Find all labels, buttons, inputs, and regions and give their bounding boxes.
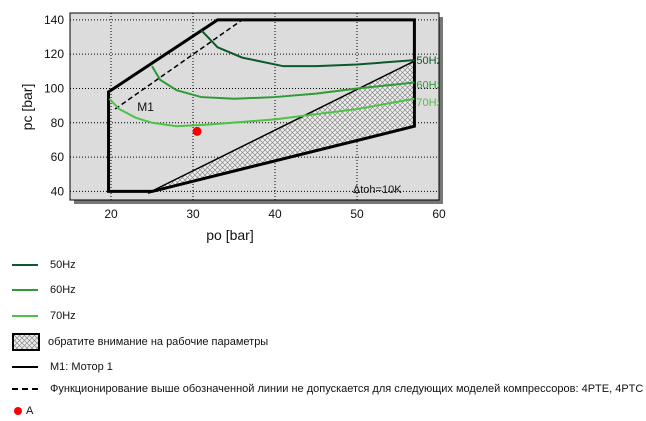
series-label: 60Hz <box>416 79 442 91</box>
legend-label: M1: Мотор 1 <box>50 361 113 373</box>
legend-item: M1: Мотор 1 <box>12 360 113 374</box>
legend-label: обратите внимание на рабочие параметры <box>48 336 269 348</box>
series-line-60Hz <box>151 65 415 100</box>
legend-label: A <box>26 405 34 417</box>
legend-item: Функционирование выше обозначенной линии… <box>12 382 643 396</box>
legend-label: Функционирование выше обозначенной линии… <box>50 383 644 395</box>
x-tick-label: 40 <box>268 207 282 221</box>
y-tick-label: 40 <box>51 184 65 198</box>
y-axis-label: pc [bar] <box>19 84 35 131</box>
envelope-m1 <box>107 18 416 193</box>
envelope-label: M1 <box>137 100 154 114</box>
legend-hatch-icon <box>12 333 40 351</box>
y-tick-label: 80 <box>51 116 65 130</box>
series-label: 70Hz <box>416 97 442 109</box>
legend-line-icon <box>12 366 38 368</box>
x-tick-label: 50 <box>350 207 364 221</box>
legend-item: 50Hz <box>12 258 76 272</box>
legend-label: 60Hz <box>50 284 76 296</box>
series-line-70Hz <box>108 97 415 128</box>
x-tick-label: 30 <box>186 207 200 221</box>
legend-dot-icon <box>14 407 22 415</box>
series-label: 50Hz <box>416 55 442 67</box>
legend-label: 50Hz <box>50 259 76 271</box>
y-tick-label: 100 <box>44 81 64 95</box>
series-line-50Hz <box>200 29 415 68</box>
legend-item: A <box>12 404 33 418</box>
legend-item: обратите внимание на рабочие параметры <box>12 333 269 351</box>
x-tick-label: 20 <box>104 207 118 221</box>
legend-line-icon <box>12 264 38 266</box>
y-tick-label: 60 <box>51 150 65 164</box>
point-a <box>192 126 202 136</box>
legend-line-icon <box>12 315 38 317</box>
y-tick-label: 120 <box>44 47 64 61</box>
legend-line-icon <box>12 289 38 291</box>
legend-item: 70Hz <box>12 309 76 323</box>
legend-line-icon <box>12 388 38 390</box>
dashed-limit-line <box>114 19 243 110</box>
legend-label: 70Hz <box>50 310 76 322</box>
y-tick-label: 140 <box>44 13 64 27</box>
legend-item: 60Hz <box>12 283 76 297</box>
annotation-dtoh: Δtoh=10K <box>353 184 402 196</box>
x-tick-label: 60 <box>432 207 446 221</box>
envelope-chart: 50Hz 60Hz 70Hz M1 Δtoh=10K 20 30 40 50 60 40 60 80 10… <box>19 12 446 243</box>
x-axis-label: po [bar] <box>206 227 253 243</box>
